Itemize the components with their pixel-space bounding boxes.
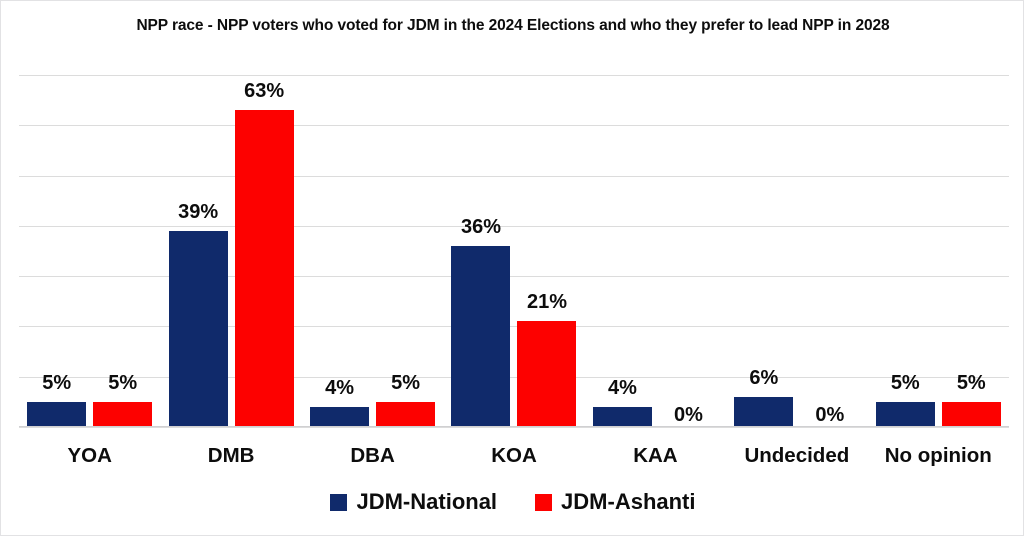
bar-value-label: 0% [673,404,703,426]
bar-slot: 5% [27,75,87,427]
bar-slot: 5% [875,75,935,427]
category-label-dmb: DMB [207,444,255,467]
bars-layer: 5% 5% 39% 63% 4% 5% 36% 21% 4% 0% 6% 0% 5% 5% [19,75,1009,427]
bar-slot: 5% [93,75,153,427]
bar-slot: 63% [234,75,294,427]
legend-item-jdm-national[interactable]: JDM-National [330,491,497,513]
category-axis-labels: YOA DMB DBA KOA KAA Undecided No opinion [19,444,1009,480]
legend-label: JDM-National [356,489,498,514]
bar[interactable] [234,110,294,427]
category-label-yoa: YOA [67,444,112,467]
bar[interactable] [941,401,1001,427]
bar-slot: 5% [941,75,1001,427]
bar-value-label: 5% [391,371,420,394]
gridline [19,376,1009,378]
bar-group: 5% 5% [868,75,1009,427]
bar[interactable] [734,396,794,427]
bar[interactable] [93,401,153,427]
bar-slot: 36% [451,75,511,427]
bar-group: 39% 63% [160,75,301,427]
bar[interactable] [310,406,370,427]
category-label-kaa: KAA [633,444,678,467]
gridline [19,326,1009,328]
gridline [19,75,1009,76]
gridline [19,427,1009,428]
bar-slot: 0% [659,75,718,427]
bar-slot: 4% [592,75,652,427]
gridline [19,225,1009,227]
gridline [19,125,1009,127]
bar-group: 6% 0% [726,75,867,427]
bar[interactable] [517,321,577,427]
bar-group: 4% 5% [302,75,443,427]
bar-value-label: 5% [108,371,138,394]
bar-slot: 0% [800,75,859,427]
bar-value-label: 6% [749,366,779,389]
bar-value-label: 0% [815,404,845,426]
bar-group: 4% 0% [585,75,726,427]
category-label-koa: KOA [491,444,537,467]
legend-label: JDM-Ashanti [561,489,696,514]
bar-slot: 21% [517,75,577,427]
bar-value-label: 5% [890,371,920,394]
bar-value-label: 4% [607,376,637,399]
category-label-no-opinion: No opinion [884,444,992,467]
bar[interactable] [451,245,511,427]
bar-slot: 5% [376,75,436,427]
chart-legend: JDM-National JDM-Ashanti [1,489,1023,514]
category-label-dba: DBA [350,444,395,467]
bar-value-label: 21% [526,291,567,314]
chart-title: NPP race - NPP voters who voted for JDM … [136,17,890,34]
bar[interactable] [875,401,935,427]
axis-baseline [19,426,1009,427]
bar-value-label: 4% [325,376,354,399]
legend-swatch-icon [330,493,348,511]
bar-slot: 39% [168,75,228,427]
bar-slot: 4% [310,75,370,427]
gridline [19,276,1009,278]
bar-value-label: 63% [244,80,285,103]
bar-value-label: 5% [956,371,986,394]
bar-group: 5% 5% [19,75,160,427]
bar-slot: 6% [734,75,794,427]
bar-value-label: 5% [42,371,72,394]
category-label-undecided: Undecided [744,444,850,467]
legend-item-jdm-ashanti[interactable]: JDM-Ashanti [535,489,696,514]
bar-value-label: 39% [178,200,219,223]
gridline [19,175,1009,177]
bar[interactable] [168,230,228,427]
bar-group: 36% 21% [443,75,584,427]
plot-area: 5% 5% 39% 63% 4% 5% 36% 21% 4% 0% 6% 0% 5% 5% [19,75,1009,428]
bar-value-label: 36% [460,215,501,238]
bar[interactable] [27,401,87,427]
bar[interactable] [376,401,436,427]
bar[interactable] [592,406,652,427]
legend-swatch-icon [535,493,553,511]
